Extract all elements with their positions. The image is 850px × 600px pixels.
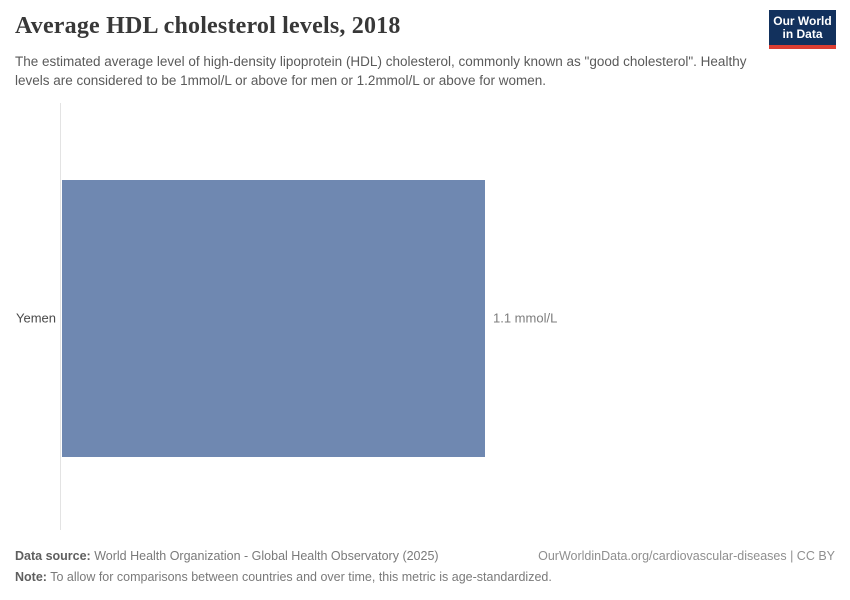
- chart-title: Average HDL cholesterol levels, 2018: [15, 13, 401, 39]
- owid-logo[interactable]: Our World in Data: [769, 10, 836, 49]
- footer-note: Note: To allow for comparisons between c…: [15, 569, 552, 585]
- y-axis-line: [60, 103, 61, 530]
- footer-note-value: To allow for comparisons between countri…: [46, 570, 552, 584]
- owid-logo-text-line2: in Data: [782, 27, 823, 41]
- footer-citation[interactable]: OurWorldinData.org/cardiovascular-diseas…: [538, 549, 835, 563]
- footer-datasource-label: Data source:: [15, 549, 91, 563]
- footer-datasource: Data source: World Health Organization -…: [15, 548, 439, 564]
- bar-yemen[interactable]: [62, 180, 485, 457]
- footer-datasource-value: World Health Organization - Global Healt…: [90, 549, 439, 563]
- chart-subtitle: The estimated average level of high-dens…: [15, 54, 747, 88]
- owid-logo-text-line1: Our World: [773, 14, 832, 28]
- footer-note-label: Note:: [15, 570, 47, 584]
- entity-label: Yemen: [16, 310, 56, 326]
- value-label: 1.1 mmol/L: [493, 310, 558, 326]
